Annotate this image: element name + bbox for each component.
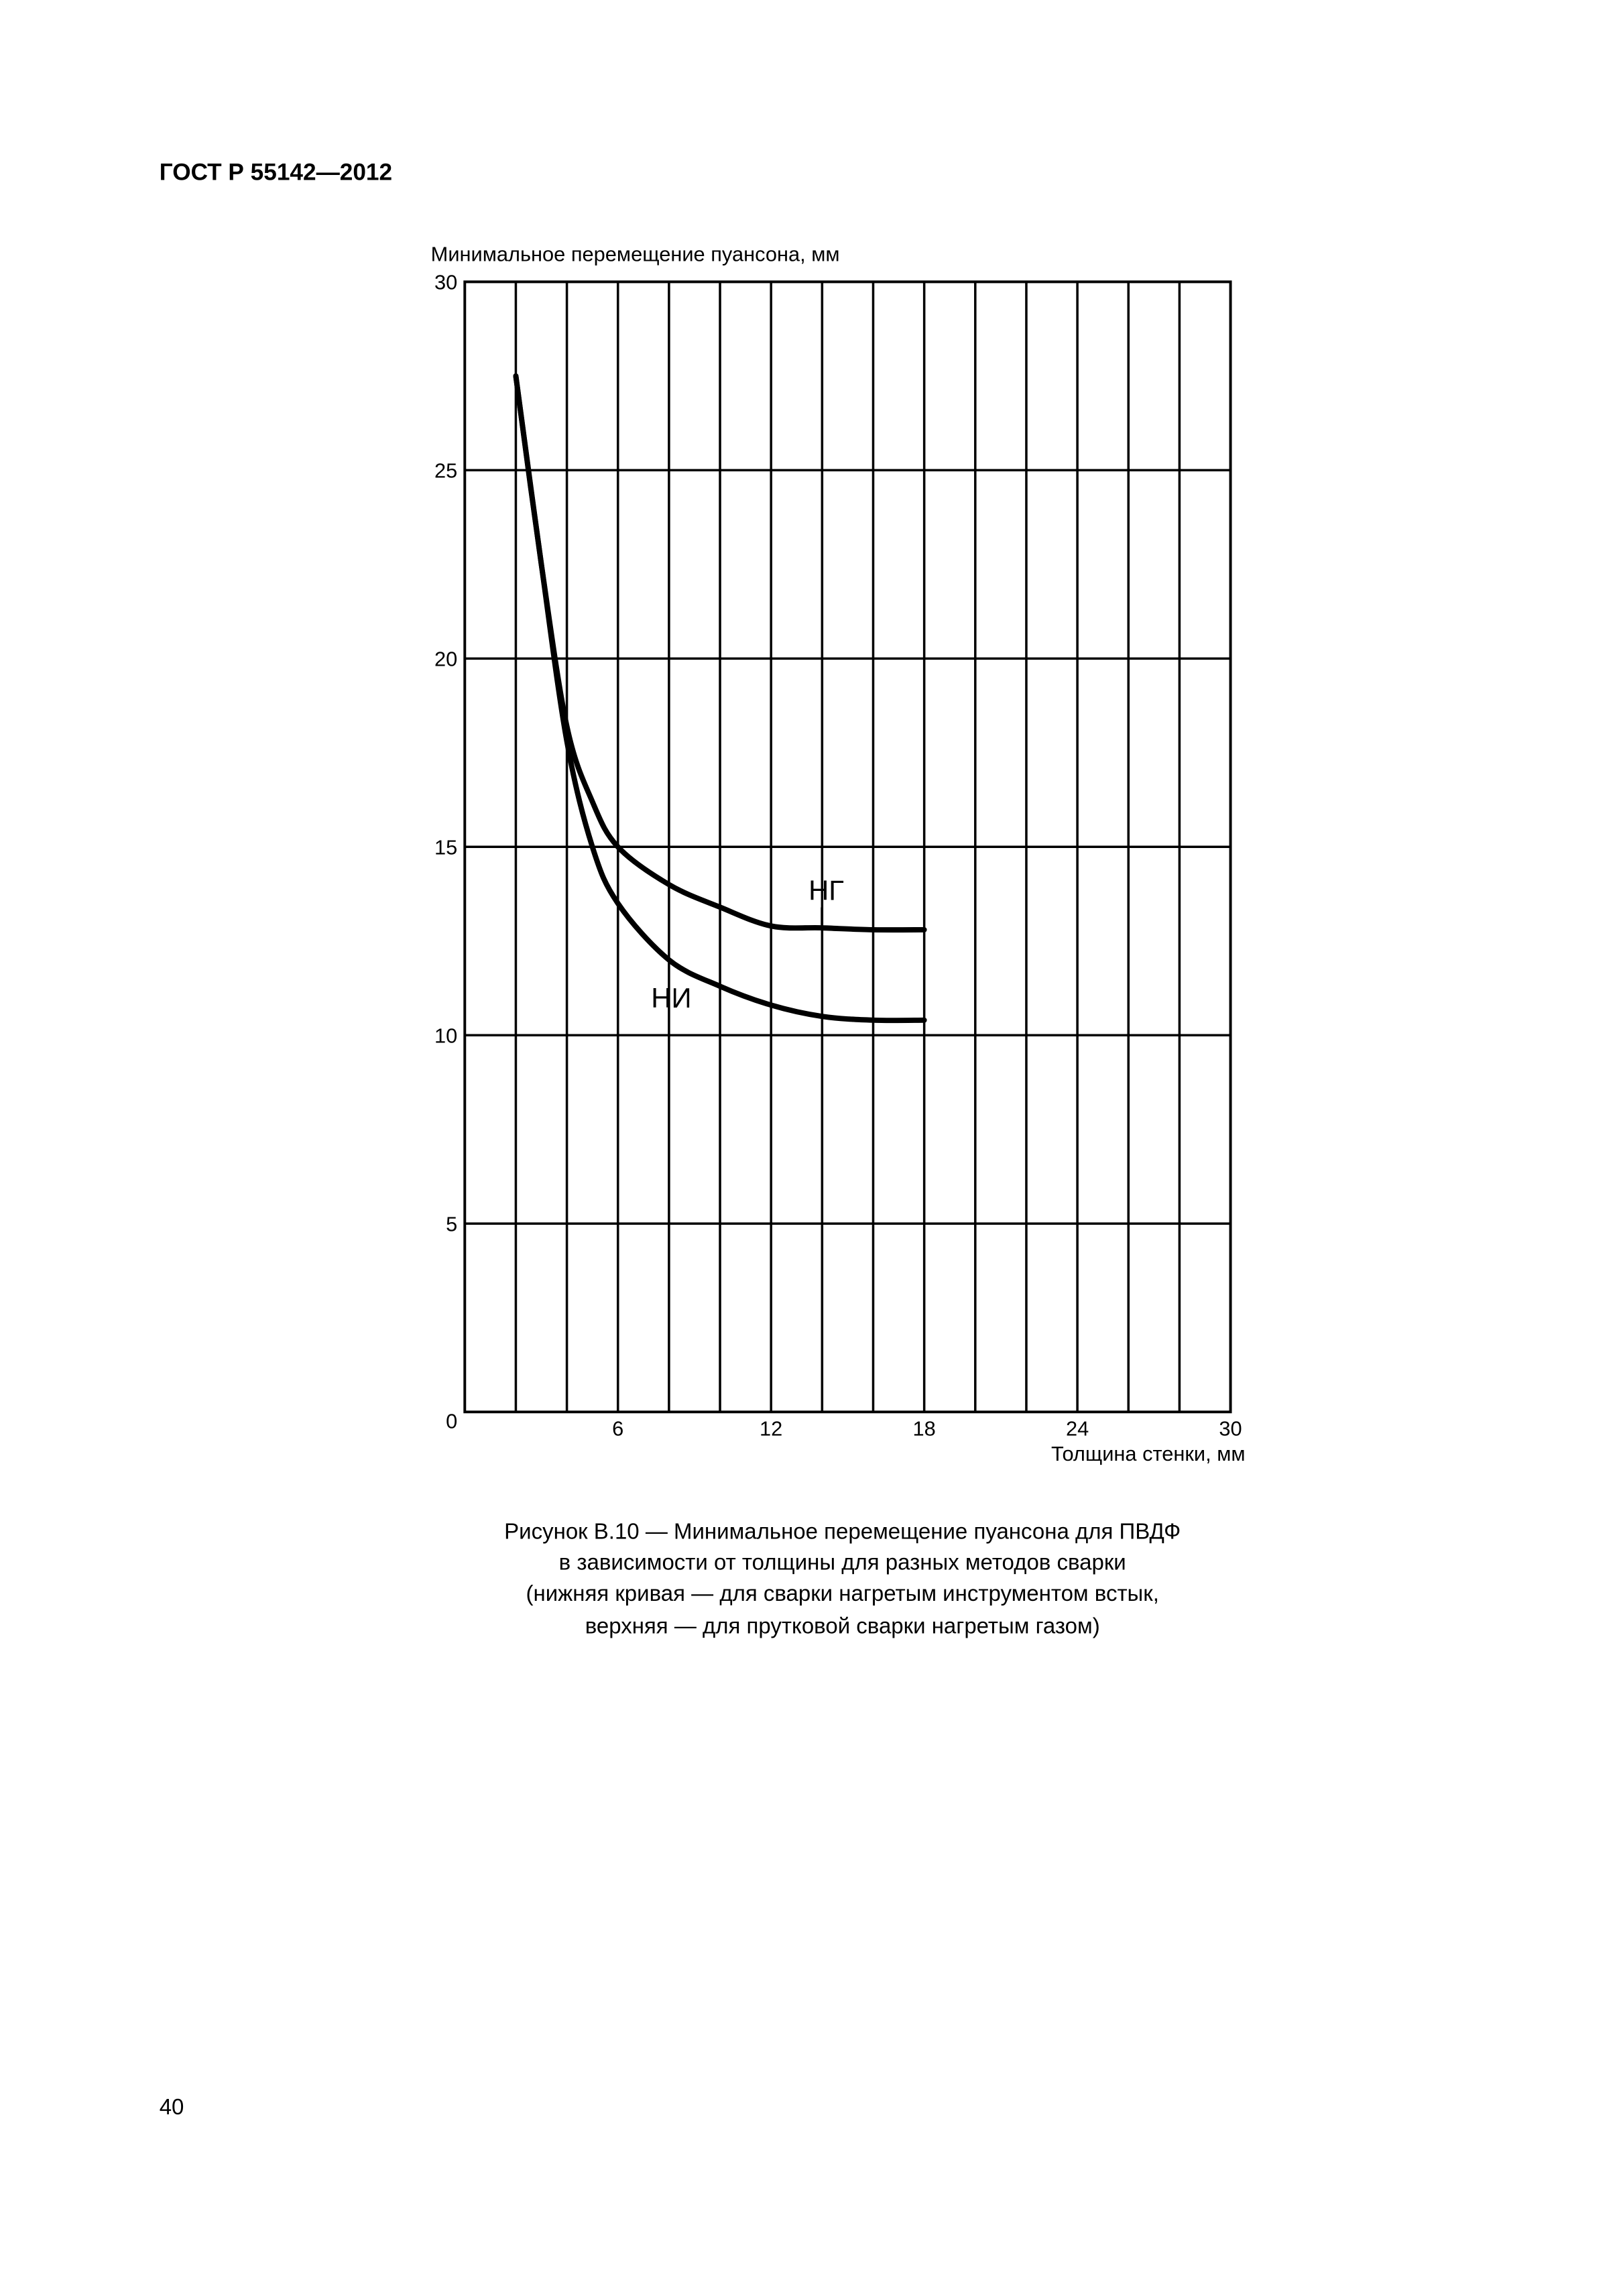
x-tick-label: 24 [1066,1416,1089,1440]
caption-line: Рисунок В.10 — Минимальное перемещение п… [504,1519,1181,1544]
curve-label: НГ [808,875,844,906]
x-tick-label: 18 [913,1416,936,1440]
page-number: 40 [160,2094,184,2119]
x-tick-label: 30 [1219,1416,1242,1440]
plot-frame [463,280,1232,1414]
y-tick-label: 0 [446,1409,457,1433]
x-tick-label: 6 [612,1416,623,1440]
x-tick-label: 12 [760,1416,782,1440]
curve-label: НИ [651,982,691,1014]
caption: Рисунок В.10 — Минимальное перемещение п… [504,1519,1181,1638]
y-tick-label: 15 [434,835,457,859]
caption-line: верхняя — для прутковой сварки нагретым … [585,1613,1100,1638]
x-axis-label: Толщина стенки, мм [1051,1442,1246,1465]
y-tick-label: 5 [446,1212,457,1235]
y-tick-label: 10 [434,1024,457,1047]
series-line [513,373,927,1024]
caption-line: в зависимости от толщины для разных мето… [559,1550,1126,1575]
caption-line: (нижняя кривая — для сварки нагретым инс… [526,1581,1159,1606]
y-axis-label: Минимальное перемещение пуансона, мм [431,243,840,266]
header-title: ГОСТ Р 55142—2012 [160,160,392,186]
y-tick-label: 30 [434,270,457,294]
y-tick-label: 20 [434,647,457,670]
y-tick-label: 25 [434,459,457,482]
